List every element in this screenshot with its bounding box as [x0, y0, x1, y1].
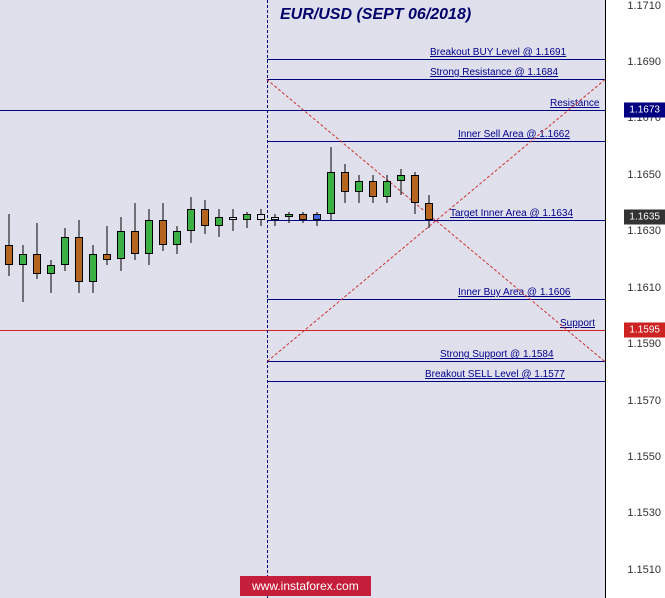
- horizontal-level-label: Strong Support @ 1.1584: [440, 349, 554, 360]
- candlestick: [117, 217, 125, 271]
- horizontal-level-label: Breakout SELL Level @ 1.1577: [425, 369, 565, 380]
- candlestick: [229, 209, 237, 232]
- candle-body: [383, 181, 391, 198]
- watermark: www.instaforex.com: [240, 576, 371, 596]
- candle-body: [33, 254, 41, 274]
- candlestick: [425, 195, 433, 229]
- horizontal-level-line: [267, 361, 605, 362]
- candle-body: [215, 217, 223, 225]
- candlestick: [299, 212, 307, 223]
- price-tag: 1.1595: [624, 323, 665, 338]
- candle-body: [299, 214, 307, 220]
- candle-body: [159, 220, 167, 245]
- candle-body: [131, 231, 139, 254]
- candle-wick: [275, 214, 276, 225]
- candlestick: [327, 147, 335, 220]
- candlestick: [19, 245, 27, 301]
- candle-body: [5, 245, 13, 265]
- candlestick: [285, 212, 293, 223]
- candlestick: [89, 245, 97, 293]
- horizontal-level-label: Inner Sell Area @ 1.1662: [458, 129, 570, 140]
- candlestick: [215, 209, 223, 237]
- candlestick: [159, 203, 167, 251]
- candle-body: [369, 181, 377, 198]
- candle-body: [243, 214, 251, 220]
- candle-body: [397, 175, 405, 181]
- candlestick: [369, 175, 377, 203]
- candlestick: [75, 220, 83, 293]
- horizontal-level-line: [267, 299, 605, 300]
- y-axis-label: 1.1690: [627, 56, 661, 68]
- candle-wick: [401, 169, 402, 194]
- y-axis-label: 1.1710: [627, 0, 661, 12]
- candlestick: [173, 226, 181, 254]
- candle-body: [47, 265, 55, 273]
- y-axis-label: 1.1510: [627, 564, 661, 576]
- candle-body: [19, 254, 27, 265]
- y-axis: 1.17101.16901.16701.16501.16301.16101.15…: [605, 0, 665, 598]
- horizontal-level-line: [267, 79, 605, 80]
- candlestick: [341, 164, 349, 203]
- vertical-divider: [267, 0, 268, 598]
- horizontal-level-line: [267, 381, 605, 382]
- candlestick: [243, 212, 251, 229]
- candle-body: [75, 237, 83, 282]
- candle-body: [187, 209, 195, 232]
- horizontal-level-label: Inner Buy Area @ 1.1606: [458, 287, 570, 298]
- candle-body: [173, 231, 181, 245]
- candle-body: [103, 254, 111, 260]
- candle-body: [425, 203, 433, 220]
- candlestick: [201, 200, 209, 234]
- horizontal-level-line: [267, 59, 605, 60]
- candlestick: [355, 175, 363, 203]
- candle-wick: [233, 209, 234, 232]
- background-panel: [0, 30, 605, 598]
- candlestick: [313, 212, 321, 226]
- candle-wick: [289, 212, 290, 223]
- y-axis-label: 1.1650: [627, 169, 661, 181]
- candle-body: [327, 172, 335, 214]
- candlestick: [257, 209, 265, 226]
- y-axis-label: 1.1570: [627, 395, 661, 407]
- candle-body: [201, 209, 209, 226]
- y-axis-label: 1.1550: [627, 451, 661, 463]
- candlestick: [61, 228, 69, 270]
- chart-title: EUR/USD (SEPT 06/2018): [280, 6, 471, 24]
- candle-body: [117, 231, 125, 259]
- candlestick: [5, 214, 13, 276]
- y-axis-label: 1.1530: [627, 507, 661, 519]
- horizontal-level-line: [267, 141, 605, 142]
- candle-body: [313, 214, 321, 220]
- price-tag: 1.1635: [624, 210, 665, 225]
- candle-body: [89, 254, 97, 282]
- candlestick: [411, 172, 419, 214]
- candle-body: [257, 214, 265, 220]
- candlestick: [383, 175, 391, 203]
- candlestick: [187, 197, 195, 242]
- candle-body: [145, 220, 153, 254]
- price-tag: 1.1673: [624, 103, 665, 118]
- candlestick: [47, 260, 55, 294]
- candle-body: [411, 175, 419, 203]
- candlestick: [145, 209, 153, 265]
- horizontal-level-label: Strong Resistance @ 1.1684: [430, 67, 558, 78]
- candle-body: [341, 172, 349, 192]
- candlestick: [103, 226, 111, 265]
- candle-body: [355, 181, 363, 192]
- horizontal-level-label: Breakout BUY Level @ 1.1691: [430, 47, 566, 58]
- candlestick: [33, 223, 41, 279]
- chart-area: EUR/USD (SEPT 06/2018) Breakout BUY Leve…: [0, 0, 605, 598]
- candlestick: [271, 214, 279, 225]
- candle-body: [285, 214, 293, 217]
- horizontal-level-label: Target Inner Area @ 1.1634: [450, 208, 573, 219]
- y-axis-label: 1.1610: [627, 282, 661, 294]
- candle-body: [229, 217, 237, 220]
- y-axis-label: 1.1590: [627, 338, 661, 350]
- y-axis-label: 1.1630: [627, 225, 661, 237]
- candle-body: [61, 237, 69, 265]
- candlestick: [131, 203, 139, 259]
- candlestick: [397, 169, 405, 194]
- candle-body: [271, 217, 279, 220]
